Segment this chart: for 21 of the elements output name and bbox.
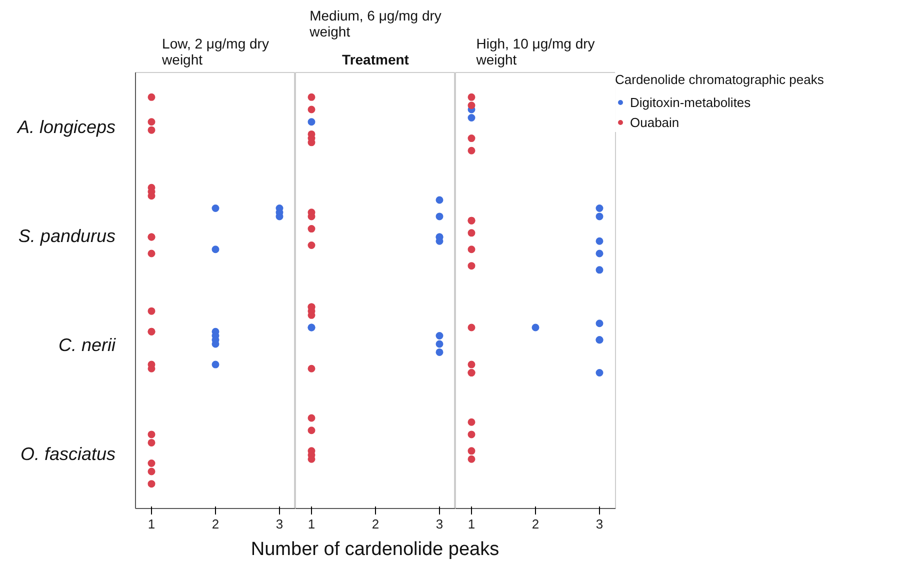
- text: S. pandurus: [18, 226, 116, 246]
- text: C. nerii: [58, 335, 116, 355]
- x-axis-title: Number of cardenolide peaks: [250, 538, 500, 562]
- legend-title: Cardenolide chromatographic peaks: [615, 72, 824, 87]
- text: A. longiceps: [16, 117, 116, 137]
- x-tick-label: 2: [532, 516, 540, 532]
- x-tick-label: 1: [308, 516, 316, 532]
- x-tick-label: 3: [436, 516, 444, 532]
- text: Treatment: [342, 52, 410, 68]
- legend-label: Ouabain: [630, 114, 680, 130]
- x-tick-label: 3: [276, 516, 284, 532]
- legend-label: Digitoxin-metabolites: [630, 94, 751, 110]
- x-tick-label: 1: [148, 516, 156, 532]
- text: O. fasciatus: [20, 444, 116, 464]
- x-tick-label: 2: [372, 516, 380, 532]
- x-tick-label: 1: [468, 516, 476, 532]
- chart-title: Low, 2 μg/mg dry weight: [161, 36, 269, 68]
- chart-title: Medium, 6 μg/mg dry weight: [308, 8, 442, 40]
- x-tick-label: 3: [596, 516, 604, 532]
- x-tick-label: 2: [212, 516, 220, 532]
- chart-title: High, 10 μg/mg dry weight: [475, 36, 595, 68]
